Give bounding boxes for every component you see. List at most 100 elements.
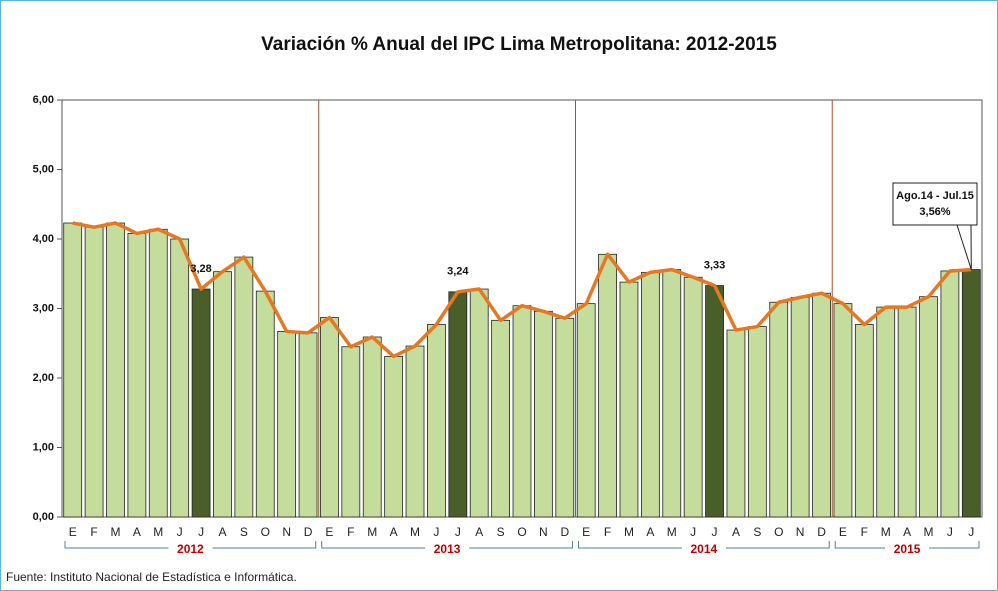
bar	[940, 270, 960, 518]
year-label-bg	[425, 543, 470, 555]
bar	[469, 288, 489, 518]
x-tick-label: M	[881, 525, 891, 539]
x-tick-label: M	[367, 525, 377, 539]
bar	[63, 222, 83, 518]
bar	[234, 256, 254, 518]
x-tick-label: A	[732, 525, 740, 539]
x-tick-label: E	[69, 525, 77, 539]
y-tick-label: 4,00	[33, 233, 54, 245]
x-tick-label: J	[968, 525, 974, 539]
bar	[384, 356, 404, 518]
x-tick-label: M	[153, 525, 163, 539]
x-tick-label: J	[198, 525, 204, 539]
bar	[705, 285, 724, 518]
x-tick-label: M	[667, 525, 677, 539]
bar	[555, 317, 575, 518]
x-tick-label: J	[690, 525, 696, 539]
x-tick-label: J	[947, 525, 953, 539]
year-label-bg	[681, 543, 726, 555]
x-tick-label: O	[261, 525, 270, 539]
x-tick-label: S	[753, 525, 761, 539]
x-tick-label: M	[924, 525, 934, 539]
bar	[961, 269, 981, 518]
bar	[876, 306, 896, 518]
x-tick-label: O	[517, 525, 526, 539]
bar	[448, 291, 468, 518]
bar	[790, 296, 810, 518]
year-label: 2013	[434, 542, 461, 556]
year-label: 2015	[894, 542, 921, 556]
x-tick-label: F	[347, 525, 354, 539]
bar	[341, 346, 361, 518]
y-tick-label: 0,00	[33, 511, 54, 523]
value-label: 3,24	[447, 266, 469, 278]
bar	[127, 233, 147, 518]
x-tick-label: E	[582, 525, 590, 539]
y-tick-label: 1,00	[33, 441, 54, 453]
x-tick-label: M	[110, 525, 120, 539]
x-tick-label: J	[433, 525, 439, 539]
source: Fuente: Instituto Nacional de Estadístic…	[6, 570, 297, 584]
x-tick-label: N	[539, 525, 548, 539]
x-tick-label: E	[325, 525, 333, 539]
bar	[640, 271, 660, 518]
x-tick-label: S	[240, 525, 248, 539]
x-tick-label: A	[903, 525, 911, 539]
x-tick-label: A	[475, 525, 483, 539]
bar	[598, 253, 617, 518]
bar	[833, 303, 853, 518]
bar	[812, 292, 831, 518]
bar	[747, 326, 767, 518]
trend-line	[72, 221, 972, 359]
bar	[427, 324, 446, 518]
y-tick-label: 6,00	[33, 94, 54, 106]
x-tick-label: D	[560, 525, 569, 539]
bar	[148, 228, 168, 518]
bar	[576, 303, 596, 518]
bar	[191, 288, 211, 518]
year-label: 2014	[691, 542, 718, 556]
bar	[362, 336, 382, 518]
bar	[491, 319, 510, 518]
x-tick-label: O	[774, 525, 783, 539]
x-tick-label: N	[282, 525, 291, 539]
callout-pointer	[956, 224, 972, 270]
year-label-bg	[168, 543, 213, 555]
value-label: 3,56%	[919, 206, 950, 218]
bar	[106, 222, 125, 518]
bar	[320, 317, 339, 518]
x-tick-label: E	[839, 525, 847, 539]
bar	[919, 296, 938, 518]
x-tick-label: D	[304, 525, 313, 539]
x-tick-label: J	[712, 525, 718, 539]
bar	[213, 271, 232, 518]
x-tick-label: F	[861, 525, 868, 539]
year-label: 2012	[177, 542, 204, 556]
x-tick-label: S	[497, 525, 505, 539]
bar	[619, 281, 639, 518]
bar	[277, 331, 297, 518]
bar	[84, 226, 104, 518]
y-tick-label: 2,00	[33, 372, 54, 384]
x-tick-label: A	[390, 525, 398, 539]
x-tick-label: J	[177, 525, 183, 539]
bar	[255, 290, 275, 518]
bar	[512, 305, 532, 518]
bar	[534, 310, 553, 518]
x-tick-label: M	[410, 525, 420, 539]
bar	[298, 332, 318, 518]
bar	[854, 324, 874, 518]
bar	[683, 276, 703, 518]
callout-box	[892, 182, 978, 226]
bar	[769, 301, 789, 518]
y-tick-label: 3,00	[33, 302, 54, 314]
x-tick-label: F	[604, 525, 611, 539]
bar	[662, 269, 682, 518]
x-tick-label: D	[817, 525, 826, 539]
x-tick-label: M	[624, 525, 634, 539]
x-tick-label: A	[133, 525, 141, 539]
x-tick-label: J	[455, 525, 461, 539]
x-tick-label: F	[90, 525, 97, 539]
chart-title: Variación % Anual del IPC Lima Metropoli…	[261, 34, 777, 55]
